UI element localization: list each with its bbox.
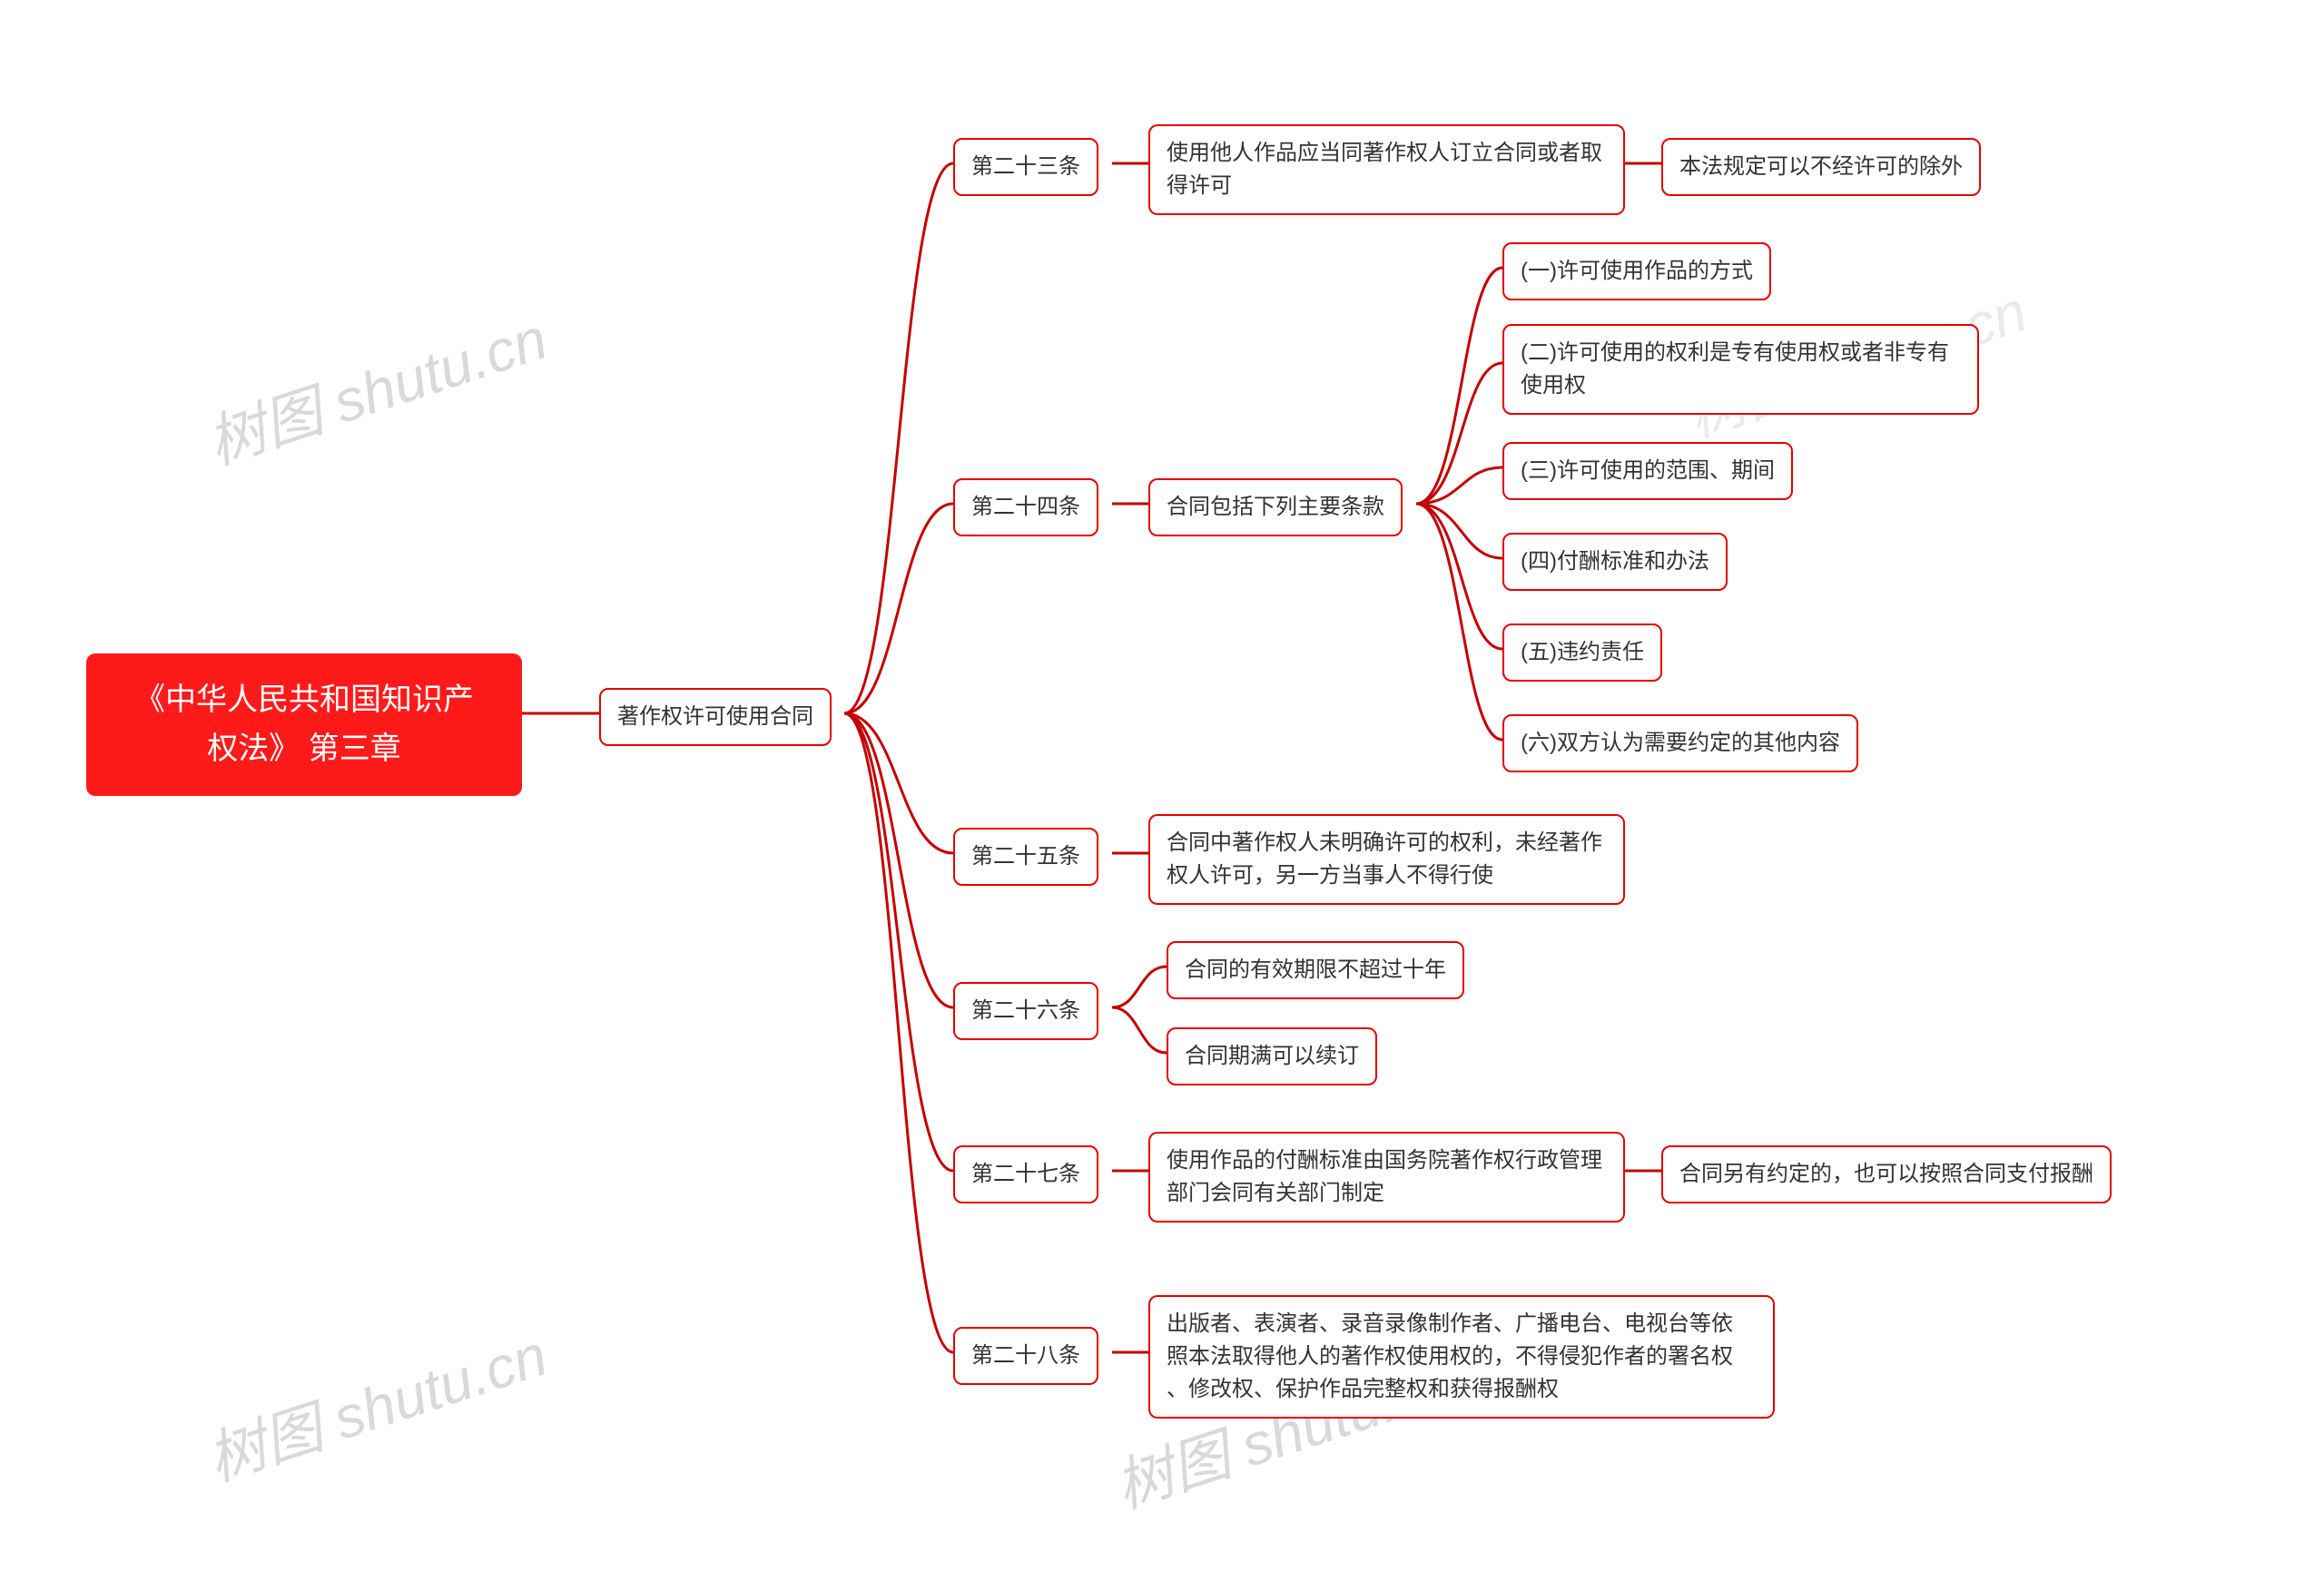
article-24-label: 第二十四条 xyxy=(953,478,1098,536)
article-24-item-6: (六)双方认为需要约定的其他内容 xyxy=(1502,714,1858,772)
article-25-label: 第二十五条 xyxy=(953,828,1098,886)
level1-node: 著作权许可使用合同 xyxy=(599,688,832,746)
article-24-item-2: (二)许可使用的权利是专有使用权或者非专有 使用权 xyxy=(1502,324,1979,415)
article-24-desc: 合同包括下列主要条款 xyxy=(1148,478,1403,536)
watermark: 树图 shutu.cn xyxy=(195,292,556,480)
article-23-desc: 使用他人作品应当同著作权人订立合同或者取 得许可 xyxy=(1148,124,1625,215)
article-28-label: 第二十八条 xyxy=(953,1327,1098,1385)
article-27-label: 第二十七条 xyxy=(953,1145,1098,1203)
watermark: 树图 shutu.cn xyxy=(195,1309,556,1497)
root-node: 《中华人民共和国知识产 权法》 第三章 xyxy=(86,653,522,796)
article-24-item-5: (五)违约责任 xyxy=(1502,624,1662,682)
article-26-child-1: 合同的有效期限不超过十年 xyxy=(1167,941,1464,999)
article-24-item-4: (四)付酬标准和办法 xyxy=(1502,533,1728,591)
article-24-item-1: (一)许可使用作品的方式 xyxy=(1502,242,1771,300)
root-line1: 《中华人民共和国知识产 xyxy=(134,683,474,717)
article-26-label: 第二十六条 xyxy=(953,982,1098,1040)
root-line2: 权法》 第三章 xyxy=(207,732,400,766)
article-25-desc: 合同中著作权人未明确许可的权利，未经著作 权人许可，另一方当事人不得行使 xyxy=(1148,814,1625,905)
article-23-extra: 本法规定可以不经许可的除外 xyxy=(1661,138,1981,196)
article-27-desc: 使用作品的付酬标准由国务院著作权行政管理 部门会同有关部门制定 xyxy=(1148,1132,1625,1223)
article-28-desc: 出版者、表演者、录音录像制作者、广播电台、电视台等依 照本法取得他人的著作权使用… xyxy=(1148,1295,1775,1419)
article-27-extra: 合同另有约定的，也可以按照合同支付报酬 xyxy=(1661,1145,2112,1203)
article-26-child-2: 合同期满可以续订 xyxy=(1167,1027,1377,1085)
article-24-item-3: (三)许可使用的范围、期间 xyxy=(1502,442,1793,500)
article-23-label: 第二十三条 xyxy=(953,138,1098,196)
